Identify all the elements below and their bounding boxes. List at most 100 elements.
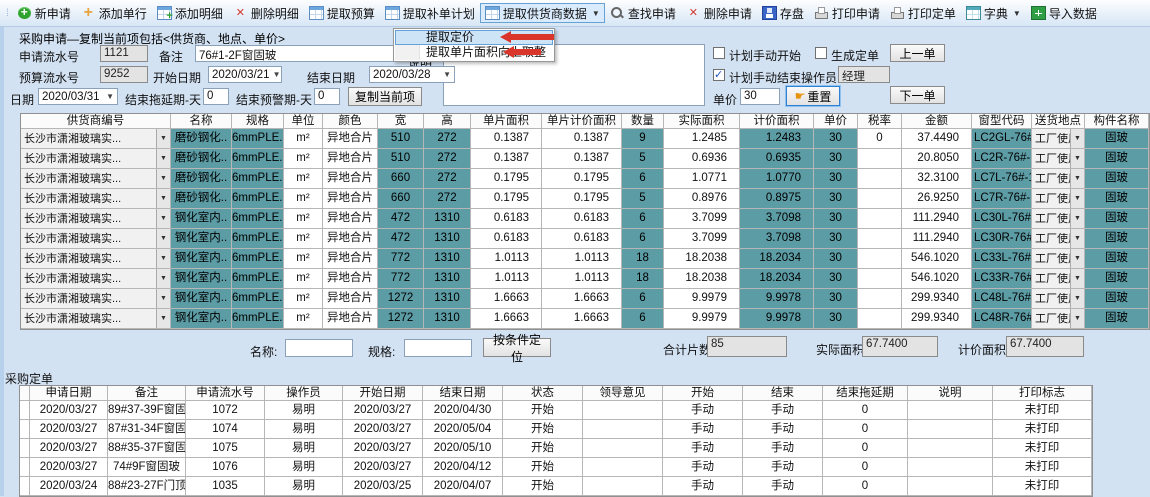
cell[interactable]: 37.4490 bbox=[902, 129, 972, 149]
cell[interactable]: m² bbox=[284, 229, 323, 249]
cell[interactable]: 6 bbox=[622, 309, 664, 329]
cell[interactable] bbox=[858, 269, 902, 289]
cell[interactable]: 30 bbox=[814, 269, 858, 289]
cell[interactable]: 272 bbox=[424, 169, 471, 189]
cell-combobox[interactable]: 工厂使用▼ bbox=[1032, 289, 1085, 309]
cell[interactable]: 异地合片 bbox=[323, 229, 378, 249]
cell[interactable]: 2020/04/12 bbox=[423, 458, 503, 477]
cell[interactable]: 6mmPLE... bbox=[232, 189, 284, 209]
cell-combobox[interactable]: 长沙市潇湘玻璃实... ▼ bbox=[21, 309, 171, 329]
cell[interactable]: LC2R-76#-1F bbox=[972, 149, 1032, 169]
chevron-down-icon[interactable]: ▼ bbox=[443, 70, 451, 79]
cell[interactable]: 9 bbox=[622, 129, 664, 149]
cell[interactable]: 0 bbox=[823, 439, 908, 458]
cell[interactable]: 88#35-37F窗固玻 bbox=[108, 439, 186, 458]
cell[interactable]: 1.0113 bbox=[471, 269, 542, 289]
menu-item-extract-area-roundup[interactable]: 提取单片面积向上取整 bbox=[426, 45, 547, 59]
warn-input[interactable]: 0 bbox=[314, 88, 340, 105]
reset-button[interactable]: ☛ 重置 bbox=[786, 86, 840, 106]
copy-current-button[interactable]: 复制当前项 bbox=[348, 87, 422, 106]
cell[interactable]: 1.6663 bbox=[471, 289, 542, 309]
cell[interactable] bbox=[583, 458, 663, 477]
cell[interactable]: 手动 bbox=[743, 420, 823, 439]
chevron-down-icon[interactable]: ▼ bbox=[1070, 229, 1084, 248]
cell[interactable] bbox=[583, 401, 663, 420]
cell[interactable]: 5 bbox=[622, 189, 664, 209]
cell[interactable]: 30 bbox=[814, 149, 858, 169]
cell[interactable]: 0 bbox=[823, 420, 908, 439]
chevron-down-icon[interactable]: ▼ bbox=[1070, 289, 1084, 308]
print-order-button[interactable]: 打印定单 bbox=[885, 3, 961, 23]
cell[interactable]: 异地合片 bbox=[323, 249, 378, 269]
cell[interactable]: 异地合片 bbox=[323, 189, 378, 209]
cell[interactable]: 18 bbox=[622, 249, 664, 269]
cell-combobox[interactable]: 工厂使用▼ bbox=[1032, 129, 1085, 149]
cell[interactable]: 固玻 bbox=[1085, 229, 1149, 249]
cell[interactable]: 异地合片 bbox=[323, 269, 378, 289]
cell[interactable]: 开始 bbox=[503, 420, 583, 439]
cell[interactable]: 6mmPLE... bbox=[232, 129, 284, 149]
price-input[interactable]: 30 bbox=[740, 88, 780, 105]
locate-name-input[interactable] bbox=[285, 339, 353, 357]
cell[interactable]: 2020/04/07 bbox=[423, 477, 503, 496]
dictionary-button[interactable]: 字典 ▼ bbox=[961, 3, 1026, 23]
cell[interactable]: 手动 bbox=[663, 458, 743, 477]
cell[interactable]: 钢化室内.. bbox=[171, 209, 232, 229]
chevron-down-icon[interactable]: ▼ bbox=[156, 289, 170, 308]
cell[interactable]: 1074 bbox=[186, 420, 265, 439]
cell[interactable]: 钢化室内.. bbox=[171, 269, 232, 289]
cell-combobox[interactable]: 长沙市潇湘玻璃实... ▼ bbox=[21, 129, 171, 149]
cell-combobox[interactable]: 工厂使用▼ bbox=[1032, 149, 1085, 169]
cell[interactable] bbox=[908, 420, 993, 439]
print-application-button[interactable]: 打印申请 bbox=[809, 3, 885, 23]
cell[interactable]: 299.9340 bbox=[902, 289, 972, 309]
extract-supplement-plan-button[interactable]: 提取补单计划 bbox=[380, 3, 480, 23]
cell[interactable]: 88#23-27F门顶玻 bbox=[108, 477, 186, 496]
cell[interactable]: 未打印 bbox=[993, 439, 1092, 458]
cell[interactable]: 2020/03/24 bbox=[30, 477, 108, 496]
cell-combobox[interactable]: 长沙市潇湘玻璃实... ▼ bbox=[21, 249, 171, 269]
cell[interactable]: m² bbox=[284, 269, 323, 289]
cell[interactable]: 未打印 bbox=[993, 458, 1092, 477]
cell[interactable]: 2020/03/27 bbox=[343, 401, 423, 420]
cell[interactable] bbox=[858, 189, 902, 209]
cell[interactable]: 18.2038 bbox=[664, 269, 740, 289]
cell[interactable]: LC33R-76#... bbox=[972, 269, 1032, 289]
cell[interactable]: 0.1387 bbox=[542, 149, 622, 169]
cell[interactable]: 磨砂钢化.. bbox=[171, 169, 232, 189]
cell[interactable]: 660 bbox=[378, 169, 424, 189]
cell[interactable]: 6mmPLE... bbox=[232, 289, 284, 309]
cell[interactable]: 18.2034 bbox=[740, 249, 814, 269]
cell[interactable]: 1310 bbox=[424, 229, 471, 249]
cell[interactable] bbox=[858, 309, 902, 329]
cell[interactable]: LC7R-76#-1FO bbox=[972, 189, 1032, 209]
cell[interactable]: 9.9979 bbox=[664, 289, 740, 309]
chevron-down-icon[interactable]: ▼ bbox=[156, 309, 170, 328]
cell[interactable]: 开始 bbox=[503, 477, 583, 496]
cell[interactable]: 772 bbox=[378, 269, 424, 289]
cell[interactable]: 手动 bbox=[743, 477, 823, 496]
cell[interactable]: 2020/03/27 bbox=[30, 401, 108, 420]
cell[interactable]: 固玻 bbox=[1085, 169, 1149, 189]
chevron-down-icon[interactable]: ▼ bbox=[1070, 149, 1084, 168]
cell-combobox[interactable]: 长沙市潇湘玻璃实... ▼ bbox=[21, 149, 171, 169]
cell[interactable]: 2020/05/10 bbox=[423, 439, 503, 458]
cell[interactable]: LC30R-76#... bbox=[972, 229, 1032, 249]
cell[interactable]: 易明 bbox=[265, 439, 343, 458]
cell[interactable]: 固玻 bbox=[1085, 209, 1149, 229]
cell[interactable]: 手动 bbox=[743, 401, 823, 420]
chevron-down-icon[interactable]: ▼ bbox=[156, 209, 170, 228]
cell[interactable]: 472 bbox=[378, 209, 424, 229]
cell[interactable]: 472 bbox=[378, 229, 424, 249]
manual-start-checkbox[interactable] bbox=[713, 47, 725, 59]
cell-combobox[interactable]: 工厂使用▼ bbox=[1032, 189, 1085, 209]
cell[interactable]: 异地合片 bbox=[323, 289, 378, 309]
cell[interactable] bbox=[583, 477, 663, 496]
cell[interactable]: 0.8975 bbox=[740, 189, 814, 209]
cell[interactable]: 手动 bbox=[663, 420, 743, 439]
cell[interactable] bbox=[858, 169, 902, 189]
cell-combobox[interactable]: 长沙市潇湘玻璃实... ▼ bbox=[21, 229, 171, 249]
cell[interactable]: 1.6663 bbox=[542, 309, 622, 329]
cell[interactable]: 6mmPLE... bbox=[232, 149, 284, 169]
cell[interactable]: 0.6183 bbox=[471, 229, 542, 249]
